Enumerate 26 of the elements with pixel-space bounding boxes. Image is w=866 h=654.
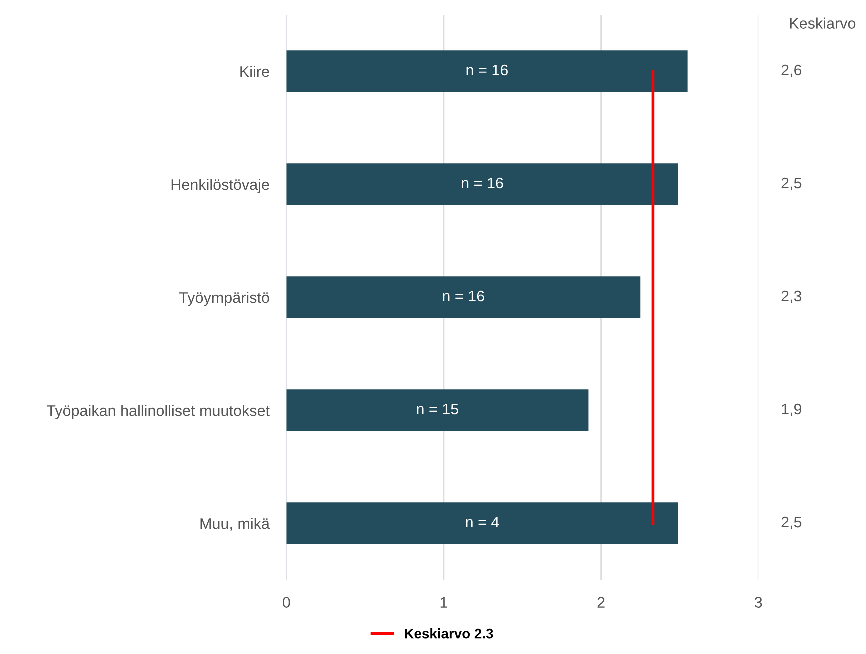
- y-tick-label: Kiire: [240, 66, 270, 78]
- legend-label: Keskiarvo 2.3: [405, 628, 494, 639]
- annotation: n = 16: [443, 290, 484, 302]
- x-tick-label: 0: [282, 597, 290, 608]
- data-label: 2,5: [782, 178, 802, 190]
- x-tick-label: 3: [754, 597, 762, 608]
- text: Keskiarvo: [790, 18, 856, 29]
- bar: [286, 276, 641, 318]
- x-tick-label: 2: [598, 597, 605, 608]
- x-tick-label: 1: [440, 597, 448, 608]
- bar: [286, 164, 678, 206]
- y-tick-label: Muu, mikä: [200, 518, 270, 532]
- data-label: 2,3: [782, 290, 802, 304]
- data-label: 2,5: [782, 516, 802, 530]
- bar: [286, 50, 688, 92]
- bar: [286, 390, 589, 432]
- annotation: n = 16: [462, 178, 504, 189]
- data-label: 1,9: [782, 404, 802, 416]
- y-tick-label: Työympäristö: [179, 292, 270, 306]
- annotation: n = 4: [466, 517, 500, 528]
- y-tick-label: Henkilöstövaje: [172, 179, 270, 194]
- annotation: n = 15: [417, 404, 458, 415]
- bar: [286, 502, 678, 544]
- y-tick-label: Työpaikan hallinolliset muutokset: [46, 405, 270, 420]
- annotation: n = 16: [466, 64, 508, 76]
- data-label: 2,6: [782, 64, 802, 78]
